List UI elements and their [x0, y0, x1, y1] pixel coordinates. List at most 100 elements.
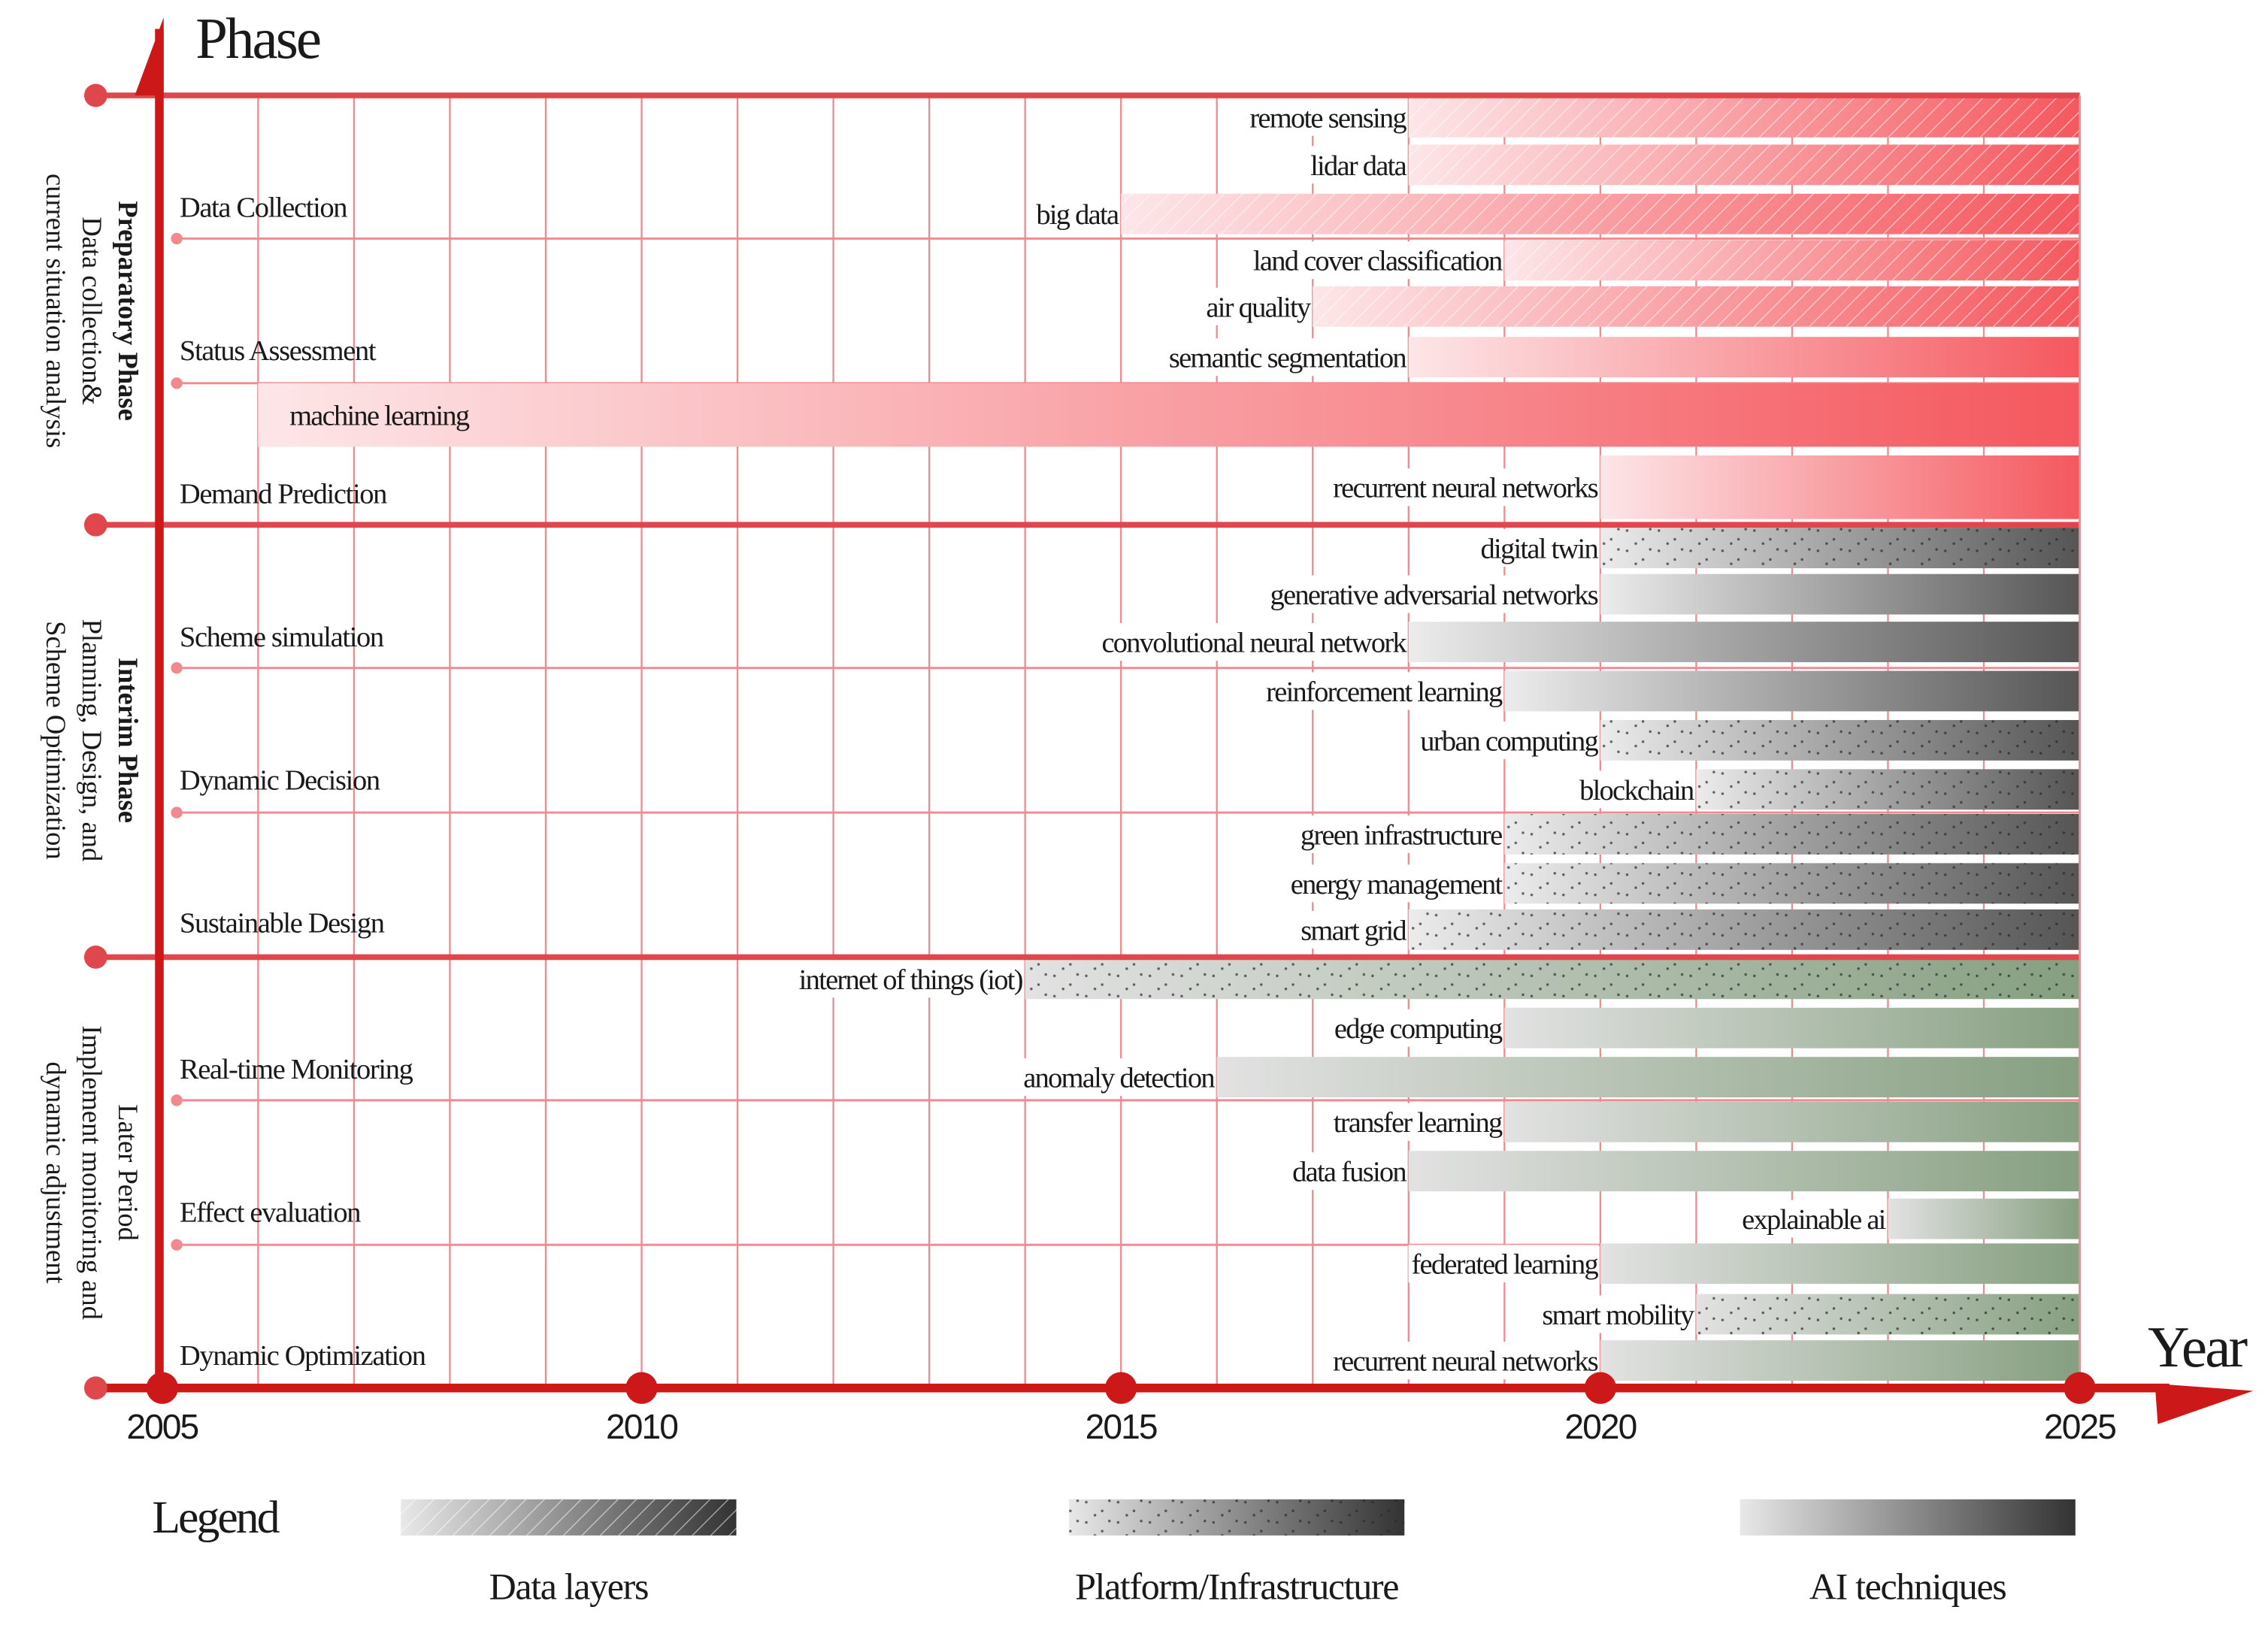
y-axis-arrow-icon	[135, 17, 164, 95]
phase-name: Preparatory Phase	[113, 201, 144, 421]
bar-label: data fusion	[1292, 1157, 1407, 1188]
legend-label: Data layers	[489, 1566, 648, 1608]
bar-group: edge computing	[1331, 1007, 2080, 1049]
label-background	[1539, 1295, 1696, 1333]
row-dot	[171, 662, 183, 674]
year-tick-dot	[146, 1372, 178, 1404]
bar-label: convolutional neural network	[1101, 628, 1407, 659]
label-background	[1576, 770, 1695, 809]
bar-label: reinforcement learning	[1266, 676, 1503, 708]
bar-label: digital twin	[1480, 534, 1598, 565]
phase-labels: Data Collection Status Assessment Demand P…	[41, 174, 427, 1372]
label-background	[1203, 287, 1312, 325]
bar-label: smart grid	[1301, 915, 1407, 946]
row-dot	[171, 1094, 183, 1106]
label-background	[1020, 1058, 1216, 1097]
bar-label: internet of things (iot)	[799, 964, 1023, 996]
bar-label: smart mobility	[1542, 1300, 1695, 1331]
label-background	[1033, 195, 1119, 233]
bar-group: transfer learning	[1330, 1101, 2080, 1142]
legend-hatch-overlay	[401, 1499, 737, 1536]
legend-label: Platform/Infrastructure	[1075, 1566, 1398, 1608]
phase-row-label: Sustainable Design	[180, 908, 385, 940]
phase-desc1: Implement monitoring and	[77, 1025, 107, 1320]
bar-hatch-overlay	[1408, 96, 2080, 138]
bar-group: internet of things (iot)	[795, 958, 2080, 1000]
label-background	[1098, 623, 1408, 661]
label-background	[1287, 864, 1503, 903]
phase-name: Later Period	[113, 1104, 144, 1241]
phase-row-label: Dynamic Decision	[180, 764, 380, 796]
bar-group: machine learning	[258, 383, 2080, 447]
bar-ai	[1600, 455, 2080, 519]
bar-ai	[1216, 1057, 2080, 1098]
bar-group: smart grid	[1298, 909, 2080, 950]
bar-hatch-overlay	[1504, 240, 2080, 281]
bar-label: energy management	[1291, 869, 1503, 900]
bar-group: anomaly detection	[1020, 1057, 2080, 1098]
year-tick-dot	[1105, 1372, 1137, 1404]
bar-dots-overlay	[1504, 863, 2080, 904]
legend-title: Legend	[152, 1492, 280, 1543]
bar-hatch-overlay	[1313, 286, 2080, 327]
legend-dots-overlay	[1068, 1499, 1405, 1536]
phase-dot	[83, 946, 107, 969]
bar-dots-overlay	[1600, 528, 2080, 568]
bar-group: data fusion	[1289, 1151, 2080, 1192]
phase-desc1: Planning, Design, and	[77, 619, 107, 862]
bar-label: transfer learning	[1334, 1107, 1503, 1139]
label-background	[1330, 1342, 1598, 1380]
bar-ai	[258, 383, 2080, 447]
phase-row-label: Scheme simulation	[180, 622, 384, 653]
bar-group: convolutional neural network	[1098, 622, 2080, 663]
bar-group: lidar data	[1307, 144, 2080, 186]
phase-desc1: Data collection&	[77, 216, 107, 405]
bar-label: green infrastructure	[1301, 819, 1502, 851]
phase-row-label: Effect evaluation	[180, 1197, 361, 1228]
bar-ai	[1504, 1007, 2080, 1049]
bar-dots-overlay	[1504, 814, 2080, 855]
row-dot	[171, 1239, 183, 1251]
label-background	[1267, 575, 1598, 613]
label-background	[1298, 815, 1503, 853]
bar-ai	[1600, 573, 2080, 615]
bar-label: blockchain	[1579, 775, 1694, 806]
bar-dots-overlay	[1696, 769, 2080, 810]
row-dot	[171, 377, 183, 389]
bar-group: urban computing	[1417, 719, 2080, 761]
phase-name: Interim Phase	[113, 658, 144, 823]
label-background	[1246, 98, 1407, 136]
x-tick-label: 2005	[126, 1407, 198, 1446]
x-tick-label: 2015	[1086, 1407, 1157, 1446]
x-tick-label: 2010	[606, 1407, 677, 1446]
bars: remote sensing lidar data big data land cov…	[258, 96, 2080, 1381]
bar-label: recurrent neural networks	[1333, 1346, 1598, 1378]
bar-dots-overlay	[1600, 719, 2080, 761]
phase-row-label: Dynamic Optimization	[180, 1340, 426, 1372]
bar-dots-overlay	[1408, 909, 2080, 950]
bar-group: land cover classification	[1250, 240, 2080, 281]
legend-label: AI techniques	[1809, 1566, 2006, 1608]
bar-label: air quality	[1206, 292, 1311, 323]
bar-group: federated learning	[1408, 1243, 2080, 1285]
year-tick-dot	[2064, 1372, 2096, 1404]
bar-label: anomaly detection	[1023, 1063, 1215, 1094]
label-background	[795, 960, 1023, 998]
bar-group: big data	[1033, 193, 2080, 235]
bar-group: blockchain	[1576, 769, 2080, 810]
label-background	[1250, 241, 1503, 280]
label-background	[1307, 146, 1407, 184]
label-background	[1739, 1200, 1886, 1238]
bar-ai	[1408, 1151, 2080, 1192]
bar-label: edge computing	[1334, 1013, 1503, 1045]
row-dot	[171, 232, 183, 245]
phase-dot	[83, 1376, 107, 1400]
row-dot	[171, 806, 183, 819]
phase-dot	[83, 83, 107, 107]
bar-group: air quality	[1203, 286, 2080, 327]
label-background	[1331, 1009, 1503, 1047]
bar-ai	[1504, 1101, 2080, 1142]
label-background	[1477, 529, 1599, 567]
bar-label: recurrent neural networks	[1333, 473, 1598, 504]
phase-row-label: Demand Prediction	[180, 478, 387, 510]
